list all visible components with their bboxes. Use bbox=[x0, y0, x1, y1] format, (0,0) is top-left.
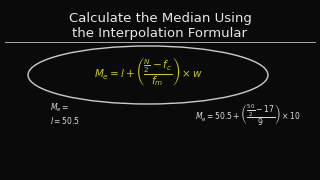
Text: $M_e = l + \left(\dfrac{\frac{N}{2} - f_c}{f_m}\right) \times w$: $M_e = l + \left(\dfrac{\frac{N}{2} - f_… bbox=[94, 55, 202, 89]
Text: $M_e = 50.5 + \left(\dfrac{\frac{50}{2} - 17}{9}\right) \times 10$: $M_e = 50.5 + \left(\dfrac{\frac{50}{2} … bbox=[195, 102, 301, 128]
Text: Calculate the Median Using: Calculate the Median Using bbox=[68, 12, 252, 25]
Text: the Interpolation Formular: the Interpolation Formular bbox=[73, 27, 247, 40]
Text: $l = 50.5$: $l = 50.5$ bbox=[50, 114, 80, 125]
Text: $M_e =$: $M_e =$ bbox=[50, 102, 69, 114]
